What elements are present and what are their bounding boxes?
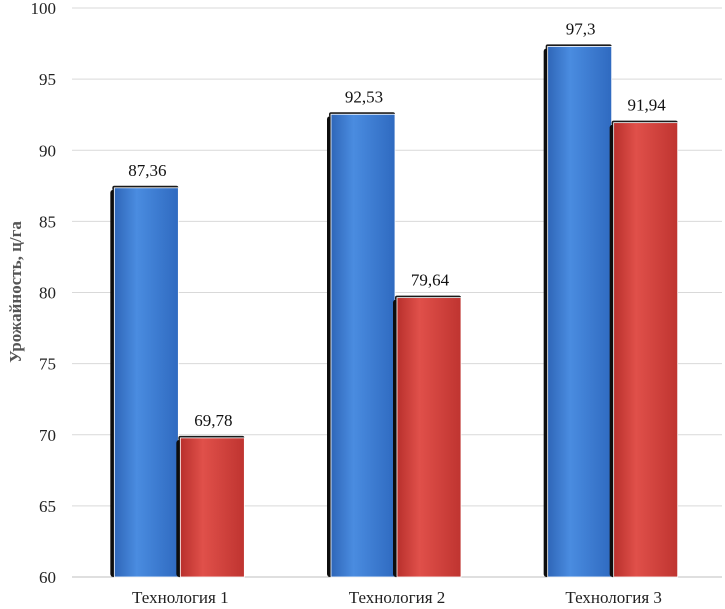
y-tick-label: 75 xyxy=(39,355,56,374)
data-label: 92,53 xyxy=(345,87,383,106)
y-tick-label: 65 xyxy=(39,497,56,516)
bar-series-1 xyxy=(330,113,396,578)
bar-series-2 xyxy=(179,437,245,578)
y-tick-label: 80 xyxy=(39,284,56,303)
y-tick-label: 95 xyxy=(39,70,56,89)
x-category-label: Технология 1 xyxy=(132,588,229,607)
y-tick-label: 70 xyxy=(39,426,56,445)
x-category-label: Технология 2 xyxy=(349,588,446,607)
data-label: 69,78 xyxy=(194,411,232,430)
y-tick-label: 100 xyxy=(31,0,57,18)
data-label: 97,3 xyxy=(566,19,596,38)
bar-series-1 xyxy=(547,46,613,578)
bars xyxy=(110,44,679,578)
bar-series-2 xyxy=(396,297,462,578)
y-tick-label: 90 xyxy=(39,141,56,160)
data-label: 79,64 xyxy=(411,271,450,290)
y-tick-label: 85 xyxy=(39,212,56,231)
x-category-label: Технология 3 xyxy=(565,588,662,607)
data-label: 91,94 xyxy=(628,96,667,115)
data-label: 87,36 xyxy=(128,161,166,180)
y-axis-title: Урожайность, ц/га xyxy=(6,221,25,363)
y-tick-label: 60 xyxy=(39,568,56,587)
bar-series-1 xyxy=(113,187,179,578)
bar-series-2 xyxy=(613,122,679,578)
labels: 60 65 70 75 80 85 90 95 100 87,36 69,78 Технология … xyxy=(31,0,667,607)
